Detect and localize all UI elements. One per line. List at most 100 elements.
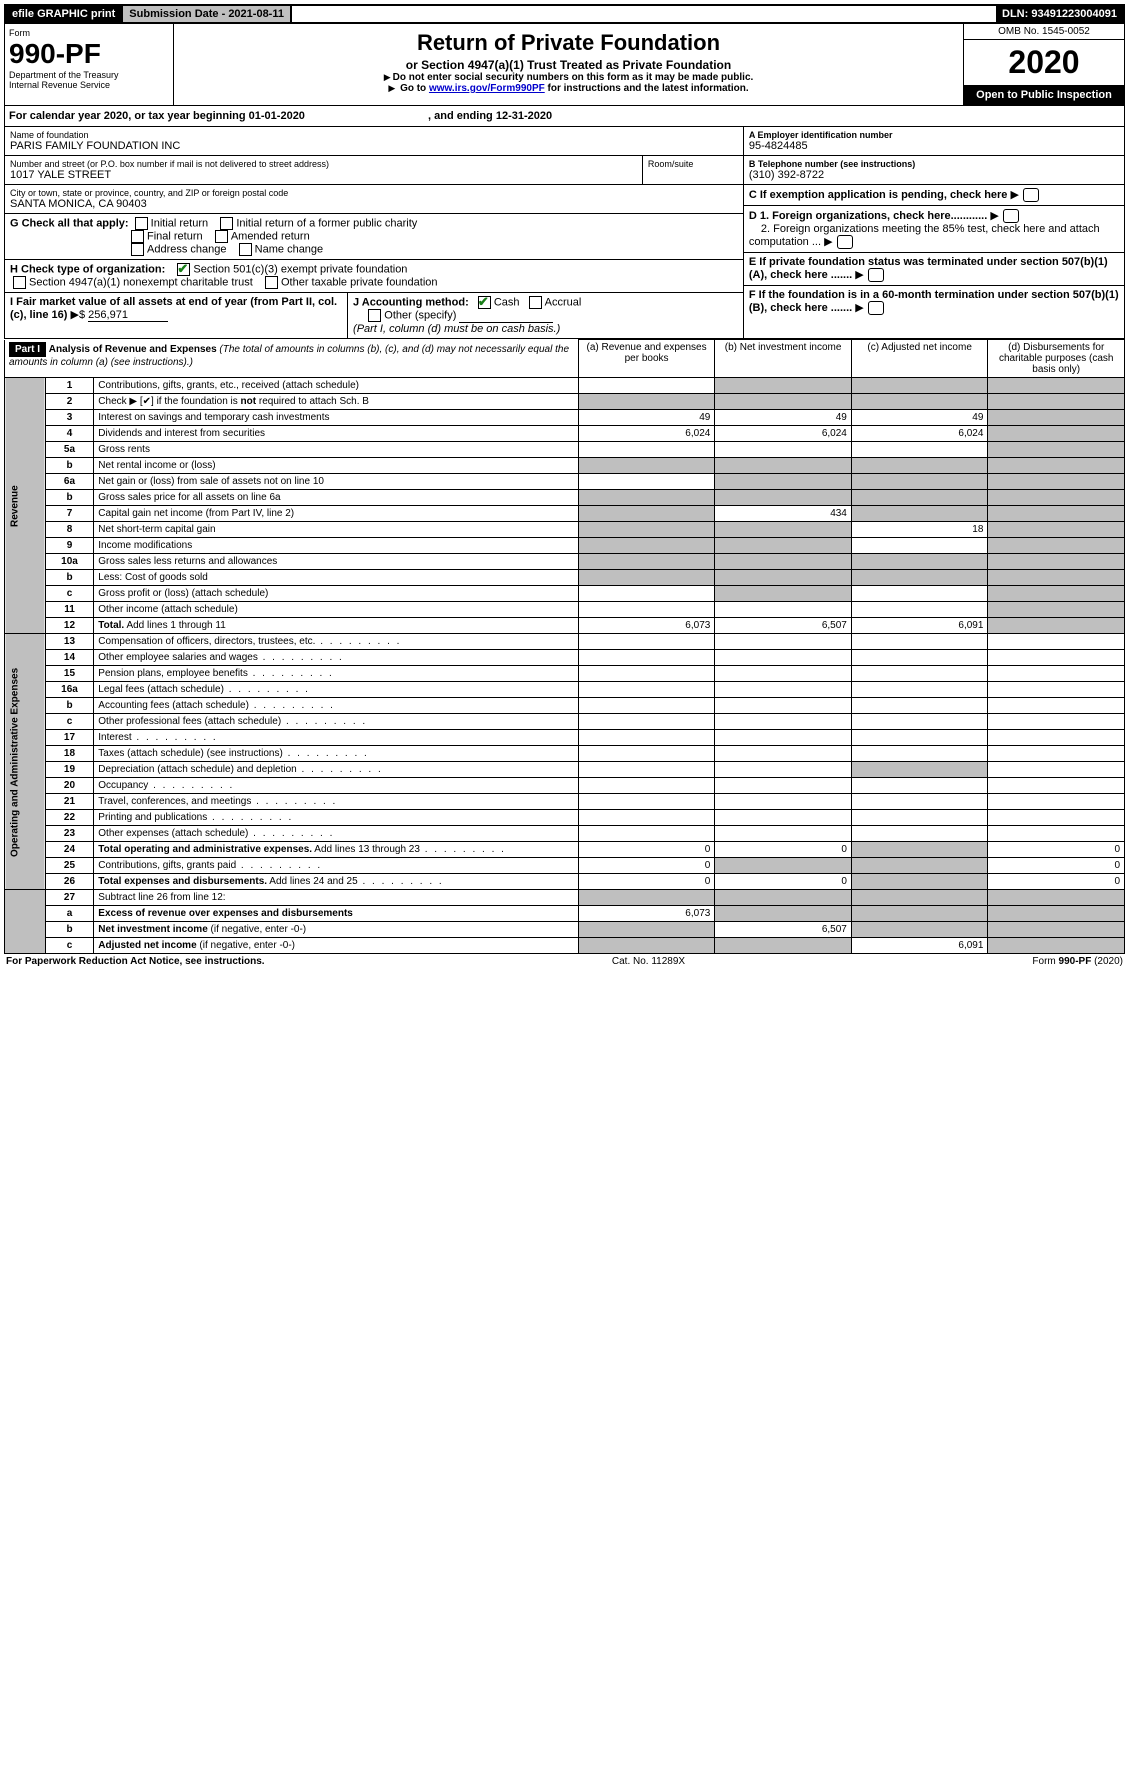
form-title: Return of Private Foundation bbox=[178, 30, 959, 56]
chk-cash[interactable] bbox=[478, 296, 491, 309]
street-address: 1017 YALE STREET bbox=[10, 169, 637, 181]
foundation-name: PARIS FAMILY FOUNDATION INC bbox=[10, 140, 738, 152]
city-label: City or town, state or province, country… bbox=[10, 188, 738, 198]
box-i: I Fair market value of all assets at end… bbox=[5, 293, 348, 338]
revenue-label: Revenue bbox=[5, 378, 46, 634]
col-c-hdr: (c) Adjusted net income bbox=[851, 340, 988, 378]
city-state-zip: SANTA MONICA, CA 90403 bbox=[10, 198, 738, 210]
line-26: 26Total expenses and disbursements. Add … bbox=[5, 874, 1125, 890]
line-b: bAccounting fees (attach schedule) bbox=[5, 698, 1125, 714]
box-c: C If exemption application is pending, c… bbox=[744, 185, 1124, 206]
chk-final-return[interactable] bbox=[131, 230, 144, 243]
line-1: Revenue1Contributions, gifts, grants, et… bbox=[5, 378, 1125, 394]
box-g: G Check all that apply: Initial return I… bbox=[5, 214, 743, 260]
addr-label: Number and street (or P.O. box number if… bbox=[10, 159, 637, 169]
chk-initial-return[interactable] bbox=[135, 217, 148, 230]
part1-title: Analysis of Revenue and Expenses bbox=[49, 344, 217, 355]
form-number: 990-PF bbox=[9, 38, 169, 70]
page-footer: For Paperwork Reduction Act Notice, see … bbox=[4, 954, 1125, 969]
line-2727: 27Subtract line 26 from line 12: bbox=[5, 890, 1125, 906]
line-b: bLess: Cost of goods sold bbox=[5, 570, 1125, 586]
irs: Internal Revenue Service bbox=[9, 80, 169, 90]
omb-no: OMB No. 1545-0052 bbox=[964, 24, 1124, 40]
form-word: Form bbox=[9, 28, 169, 38]
line-15: 15Pension plans, employee benefits bbox=[5, 666, 1125, 682]
chk-other-method[interactable] bbox=[368, 309, 381, 322]
calendar-year-row: For calendar year 2020, or tax year begi… bbox=[4, 106, 1125, 127]
box-h: H Check type of organization: Section 50… bbox=[5, 260, 743, 293]
line-12: 12Total. Add lines 1 through 116,0736,50… bbox=[5, 618, 1125, 634]
footer-mid: Cat. No. 11289X bbox=[612, 956, 685, 967]
expenses-label: Operating and Administrative Expenses bbox=[5, 634, 46, 890]
box-j: J Accounting method: Cash Accrual Other … bbox=[348, 293, 743, 338]
chk-f[interactable] bbox=[868, 301, 884, 315]
chk-address-change[interactable] bbox=[131, 243, 144, 256]
box-d: D 1. Foreign organizations, check here..… bbox=[744, 206, 1124, 253]
chk-d2[interactable] bbox=[837, 235, 853, 249]
line-25: 25Contributions, gifts, grants paid00 bbox=[5, 858, 1125, 874]
line-4: 4Dividends and interest from securities6… bbox=[5, 426, 1125, 442]
line-10a: 10aGross sales less returns and allowanc… bbox=[5, 554, 1125, 570]
line-3: 3Interest on savings and temporary cash … bbox=[5, 410, 1125, 426]
line-27b: bNet investment income (if negative, ent… bbox=[5, 922, 1125, 938]
part1-table: Part I Analysis of Revenue and Expenses … bbox=[4, 339, 1125, 954]
instr-1: Do not enter social security numbers on … bbox=[178, 72, 959, 83]
chk-other-taxable[interactable] bbox=[265, 276, 278, 289]
top-bar: efile GRAPHIC print Submission Date - 20… bbox=[4, 4, 1125, 24]
form-subtitle: or Section 4947(a)(1) Trust Treated as P… bbox=[178, 58, 959, 72]
chk-d1[interactable] bbox=[1003, 209, 1019, 223]
instr-2: Go to www.irs.gov/Form990PF for instruct… bbox=[178, 83, 959, 94]
footer-left: For Paperwork Reduction Act Notice, see … bbox=[6, 956, 265, 967]
dln: DLN: 93491223004091 bbox=[996, 6, 1123, 22]
line-14: 14Other employee salaries and wages bbox=[5, 650, 1125, 666]
line-b: bNet rental income or (loss) bbox=[5, 458, 1125, 474]
line-2: 2Check ▶ [✔] if the foundation is not re… bbox=[5, 394, 1125, 410]
phone-label: B Telephone number (see instructions) bbox=[749, 159, 915, 169]
room-label: Room/suite bbox=[648, 159, 738, 169]
efile-btn[interactable]: efile GRAPHIC print bbox=[6, 6, 121, 22]
part1-badge: Part I bbox=[9, 342, 46, 357]
line-c: cOther professional fees (attach schedul… bbox=[5, 714, 1125, 730]
chk-accrual[interactable] bbox=[529, 296, 542, 309]
line-6a: 6aNet gain or (loss) from sale of assets… bbox=[5, 474, 1125, 490]
line-23: 23Other expenses (attach schedule) bbox=[5, 826, 1125, 842]
open-inspection: Open to Public Inspection bbox=[964, 85, 1124, 105]
footer-right: Form 990-PF (2020) bbox=[1032, 956, 1123, 967]
submission-date: Submission Date - 2021-08-11 bbox=[121, 6, 292, 22]
chk-c[interactable] bbox=[1023, 188, 1039, 202]
box-f: F If the foundation is in a 60-month ter… bbox=[744, 286, 1124, 318]
col-b-hdr: (b) Net investment income bbox=[715, 340, 852, 378]
chk-amended[interactable] bbox=[215, 230, 228, 243]
line-16a: 16aLegal fees (attach schedule) bbox=[5, 682, 1125, 698]
id-block: Name of foundation PARIS FAMILY FOUNDATI… bbox=[4, 127, 1125, 339]
line-24: 24Total operating and administrative exp… bbox=[5, 842, 1125, 858]
line-18: 18Taxes (attach schedule) (see instructi… bbox=[5, 746, 1125, 762]
other-method-input[interactable] bbox=[459, 309, 553, 323]
box-e: E If private foundation status was termi… bbox=[744, 253, 1124, 286]
ein: 95-4824485 bbox=[749, 140, 1119, 152]
chk-initial-public[interactable] bbox=[220, 217, 233, 230]
line-5a: 5aGross rents bbox=[5, 442, 1125, 458]
line-17: 17Interest bbox=[5, 730, 1125, 746]
chk-e[interactable] bbox=[868, 268, 884, 282]
col-a-hdr: (a) Revenue and expenses per books bbox=[578, 340, 715, 378]
line-21: 21Travel, conferences, and meetings bbox=[5, 794, 1125, 810]
line-9: 9Income modifications bbox=[5, 538, 1125, 554]
tax-year: 2020 bbox=[964, 40, 1124, 85]
line-27c: cAdjusted net income (if negative, enter… bbox=[5, 938, 1125, 954]
line-b: bGross sales price for all assets on lin… bbox=[5, 490, 1125, 506]
chk-501c3[interactable] bbox=[177, 263, 190, 276]
line-8: 8Net short-term capital gain18 bbox=[5, 522, 1125, 538]
line-20: 20Occupancy bbox=[5, 778, 1125, 794]
line-c: cGross profit or (loss) (attach schedule… bbox=[5, 586, 1125, 602]
irs-link[interactable]: www.irs.gov/Form990PF bbox=[429, 83, 545, 94]
dept: Department of the Treasury bbox=[9, 70, 169, 80]
line-13: Operating and Administrative Expenses13C… bbox=[5, 634, 1125, 650]
line-27a: aExcess of revenue over expenses and dis… bbox=[5, 906, 1125, 922]
line-22: 22Printing and publications bbox=[5, 810, 1125, 826]
ein-label: A Employer identification number bbox=[749, 130, 893, 140]
chk-name-change[interactable] bbox=[239, 243, 252, 256]
chk-4947[interactable] bbox=[13, 276, 26, 289]
form-header: Form 990-PF Department of the Treasury I… bbox=[4, 24, 1125, 106]
name-label: Name of foundation bbox=[10, 130, 738, 140]
